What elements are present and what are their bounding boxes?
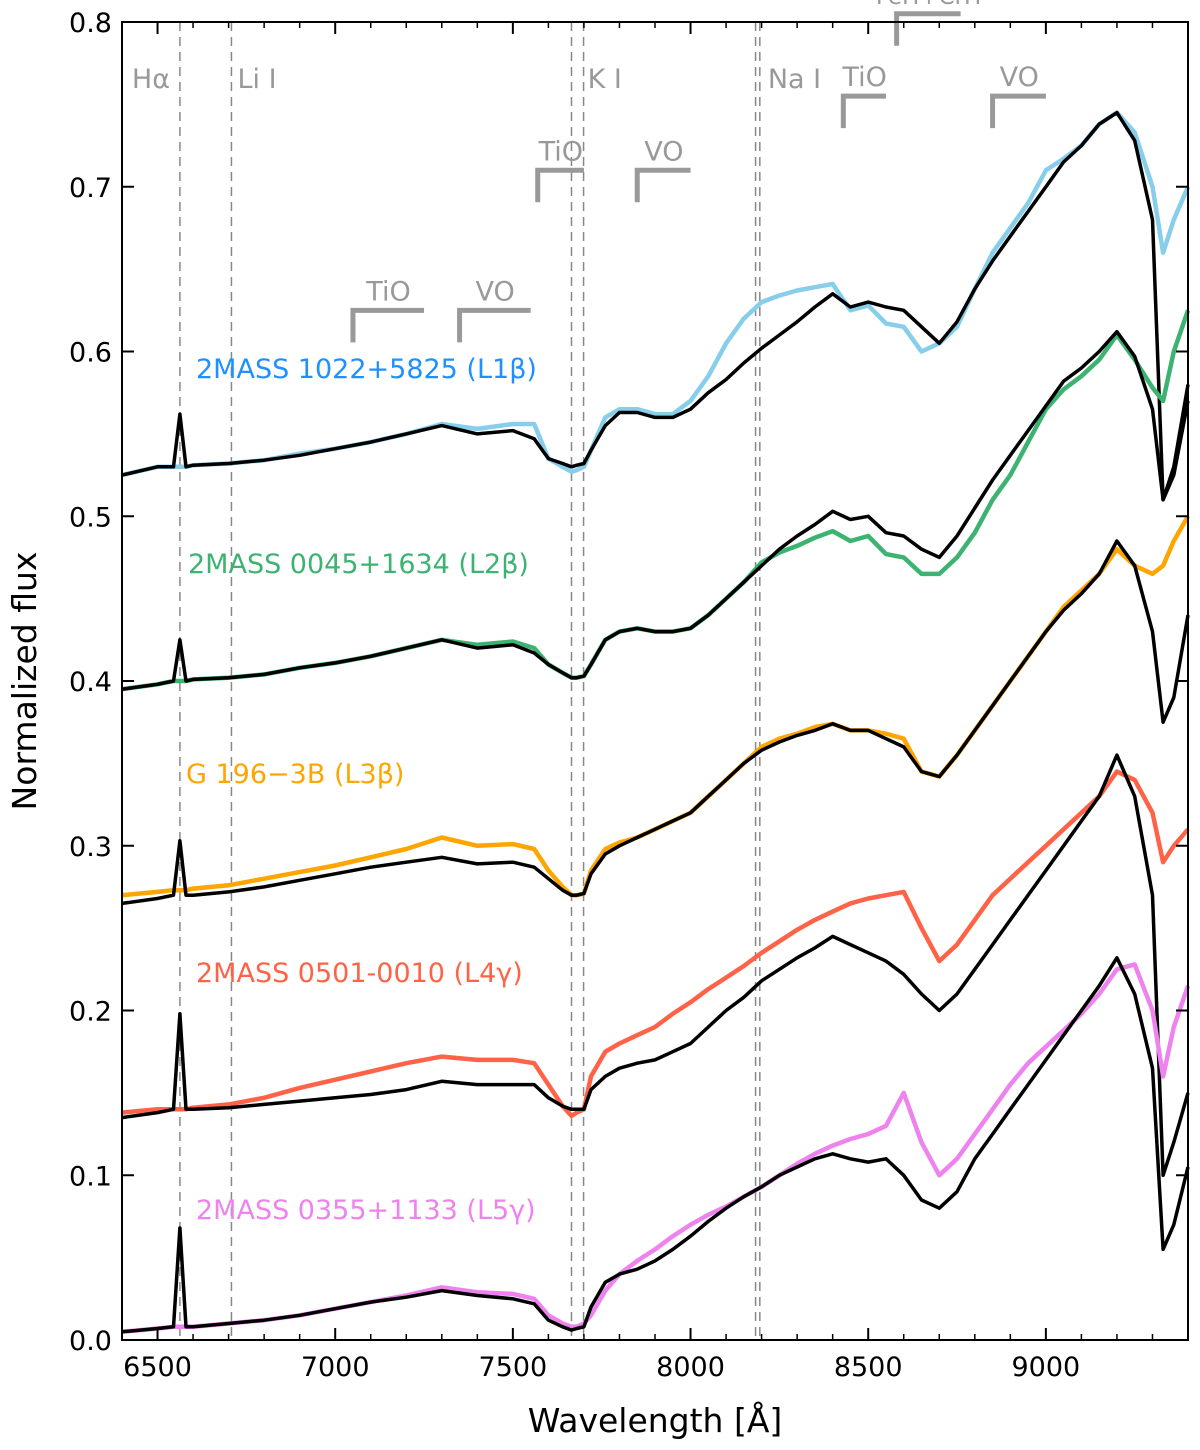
y-tick-label: 0.5 <box>69 502 112 533</box>
band-label: TiO <box>365 276 410 307</box>
y-tick-label: 0.8 <box>69 8 112 39</box>
series-line-4 <box>121 962 1191 1335</box>
band-label: FeH+CrH <box>876 0 982 10</box>
absorption-bands: TiO VO TiO VO TiO FeH+CrH VO <box>350 0 1046 343</box>
band-bracket <box>535 167 584 203</box>
x-tick-label: 8500 <box>834 1352 903 1383</box>
series-label-1: 2MASS 0045+1634 (L2β) <box>188 549 529 580</box>
band-label: VO <box>1000 62 1039 93</box>
x-tick-label: 7000 <box>301 1352 370 1383</box>
y-tick-label: 0.1 <box>69 1161 112 1192</box>
series-label-4: 2MASS 0355+1133 (L5γ) <box>196 1195 536 1226</box>
feature-label-KI: K I <box>588 64 622 95</box>
x-axis-title: Wavelength [Å] <box>528 1400 783 1440</box>
x-tick-label: 7500 <box>479 1352 548 1383</box>
band-bracket <box>634 167 691 203</box>
comparison-line-0 <box>121 110 1190 502</box>
feature-label-NaI: Na I <box>768 64 821 95</box>
axes: 6500 7000 7500 8000 8500 9000 0.0 0.1 0.2 0.3 0.4 0… <box>69 8 1188 1383</box>
y-tick-label: 0.3 <box>69 832 112 863</box>
y-tick-label: 0.4 <box>69 667 112 698</box>
comparison-line-3 <box>121 753 1190 1178</box>
feature-label-LiI: Li I <box>237 64 276 95</box>
band-label: VO <box>644 136 683 167</box>
comparison-line-4 <box>121 956 1190 1334</box>
band-bracket <box>894 11 961 46</box>
band-label: TiO <box>841 62 886 93</box>
series-line-3 <box>121 769 1190 1119</box>
y-tick-label: 0.0 <box>69 1326 112 1357</box>
series-label-3: 2MASS 0501-0010 (L4γ) <box>196 958 523 989</box>
x-tick-label: 8000 <box>656 1352 725 1383</box>
band-bracket <box>990 93 1046 129</box>
y-tick-label: 0.7 <box>69 173 112 204</box>
spectra-series <box>121 110 1191 1335</box>
band-bracket <box>840 93 886 129</box>
y-axis-title: Normalized flux <box>5 552 44 811</box>
comparison-line-1 <box>121 329 1190 691</box>
series-label-2: G 196−3B (L3β) <box>186 759 404 790</box>
series-labels: 2MASS 1022+5825 (L1β) 2MASS 0045+1634 (L2… <box>186 354 537 1226</box>
band-label: VO <box>475 276 514 307</box>
series-label-0: 2MASS 1022+5825 (L1β) <box>196 354 537 385</box>
y-tick-label: 0.6 <box>69 338 112 369</box>
band-bracket <box>350 307 425 343</box>
comparison-line-2 <box>121 539 1190 906</box>
y-tick-label: 0.2 <box>69 997 112 1028</box>
feature-lines: Hα Li I K I Na I <box>132 22 821 1340</box>
band-label: TiO <box>538 136 583 167</box>
feature-label-Halpha: Hα <box>132 64 170 95</box>
plot-frame <box>121 21 1189 1341</box>
x-tick-label: 9000 <box>1012 1352 1081 1383</box>
x-tick-label: 6500 <box>123 1352 192 1383</box>
band-bracket <box>457 307 531 343</box>
